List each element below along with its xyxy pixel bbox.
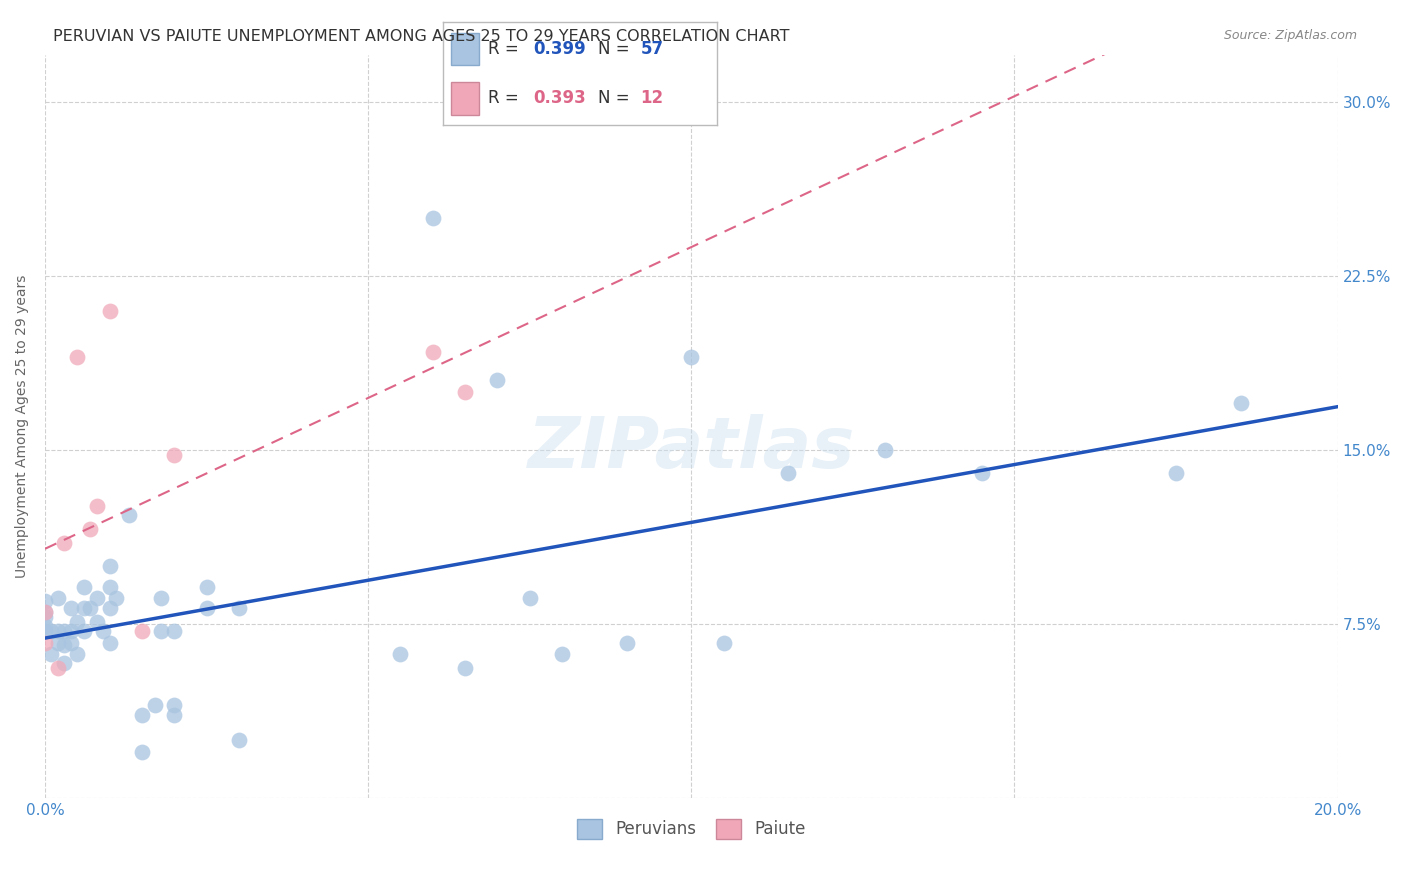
Point	[875, 442, 897, 457]
Point	[53, 657, 76, 671]
Point	[131, 745, 153, 759]
Point	[195, 580, 218, 594]
Point	[681, 350, 703, 364]
Text: 0.399: 0.399	[533, 40, 586, 58]
Point	[34, 594, 56, 608]
Point	[41, 647, 63, 661]
Text: 0.393: 0.393	[533, 89, 586, 107]
Point	[34, 624, 56, 638]
Point	[150, 624, 173, 638]
Point	[41, 624, 63, 638]
Text: N =: N =	[598, 40, 634, 58]
Y-axis label: Unemployment Among Ages 25 to 29 years: Unemployment Among Ages 25 to 29 years	[15, 275, 30, 578]
Point	[86, 499, 108, 513]
Point	[46, 661, 69, 675]
Bar	[451, 32, 478, 65]
Point	[59, 635, 82, 649]
Text: 57: 57	[640, 40, 664, 58]
Point	[1229, 396, 1251, 410]
Point	[46, 624, 69, 638]
Point	[105, 591, 128, 606]
Point	[86, 615, 108, 629]
Point	[53, 624, 76, 638]
Point	[98, 558, 121, 573]
Point	[163, 698, 186, 713]
Point	[59, 600, 82, 615]
Legend: Peruvians, Paiute: Peruvians, Paiute	[569, 812, 813, 846]
Point	[46, 635, 69, 649]
Point	[91, 624, 114, 638]
Point	[73, 624, 96, 638]
Point	[66, 350, 89, 364]
Point	[422, 211, 444, 225]
Point	[150, 591, 173, 606]
Point	[422, 345, 444, 359]
Point	[34, 606, 56, 620]
Point	[53, 535, 76, 549]
Point	[73, 580, 96, 594]
Point	[98, 635, 121, 649]
Point	[163, 624, 186, 638]
Point	[228, 600, 250, 615]
Point	[79, 522, 101, 536]
Point	[195, 600, 218, 615]
Point	[616, 635, 638, 649]
Point	[66, 647, 89, 661]
Point	[454, 661, 477, 675]
Point	[228, 733, 250, 747]
Text: N =: N =	[598, 89, 634, 107]
Text: Source: ZipAtlas.com: Source: ZipAtlas.com	[1223, 29, 1357, 42]
Point	[1164, 466, 1187, 480]
Point	[713, 635, 735, 649]
Point	[73, 600, 96, 615]
Point	[519, 591, 541, 606]
Point	[34, 610, 56, 624]
Point	[98, 600, 121, 615]
Text: PERUVIAN VS PAIUTE UNEMPLOYMENT AMONG AGES 25 TO 29 YEARS CORRELATION CHART: PERUVIAN VS PAIUTE UNEMPLOYMENT AMONG AG…	[53, 29, 790, 44]
Point	[454, 384, 477, 399]
Point	[131, 707, 153, 722]
Point	[389, 647, 412, 661]
Point	[118, 508, 141, 522]
Bar	[451, 82, 478, 114]
Point	[34, 619, 56, 633]
Point	[79, 600, 101, 615]
Text: R =: R =	[488, 40, 524, 58]
Text: 12: 12	[640, 89, 664, 107]
Point	[163, 448, 186, 462]
Point	[34, 606, 56, 620]
Point	[778, 466, 800, 480]
Point	[66, 615, 89, 629]
Point	[46, 591, 69, 606]
Point	[143, 698, 166, 713]
Point	[53, 638, 76, 652]
Point	[486, 373, 509, 387]
Point	[131, 624, 153, 638]
Text: ZIPatlas: ZIPatlas	[527, 415, 855, 483]
Point	[972, 466, 994, 480]
Point	[98, 580, 121, 594]
Point	[59, 624, 82, 638]
Point	[163, 707, 186, 722]
Point	[98, 303, 121, 318]
Point	[86, 591, 108, 606]
Point	[551, 647, 574, 661]
Point	[34, 635, 56, 649]
Text: R =: R =	[488, 89, 524, 107]
